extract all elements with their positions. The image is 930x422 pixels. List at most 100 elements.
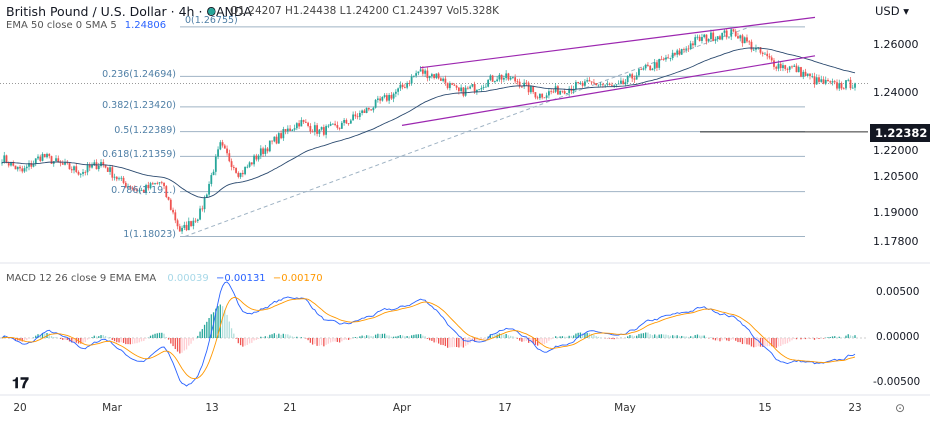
x-tick-label: 23 [848,402,862,414]
candle-body [548,91,550,96]
candle-body [257,155,260,160]
candle-body [568,88,571,94]
candle-body [34,158,37,164]
candle-body [354,114,357,117]
candle-body [408,83,411,84]
candle-body [376,98,379,100]
candle-body [363,110,366,113]
candle-body [282,129,285,139]
candle-body [775,66,778,69]
candle-body [599,84,602,86]
candle-body [154,183,156,185]
candle-body [770,57,773,61]
candle-body [460,87,463,92]
candle-body [361,110,364,113]
candle-body [575,82,577,90]
candle-body [768,56,771,58]
candle-body [88,165,91,168]
macd-legend[interactable]: MACD 12 26 close 9 EMA EMA 0.00039 −0.00… [6,273,323,284]
macd-y-tick-label: -0.00500 [873,376,921,388]
candle-body [430,74,433,77]
candle-body [320,127,323,130]
candle-body [410,76,413,84]
candle-body [683,49,685,50]
candle-body [595,83,598,85]
y-tick-label: 1.26000 [873,38,919,51]
candle-body [791,66,793,68]
x-tick-label: May [614,402,636,414]
candle-body [145,184,147,193]
candle-body [433,74,436,79]
settings-icon[interactable]: ⊙ [895,401,906,415]
macd-hist-value: 0.00039 [167,273,209,284]
candle-body [525,82,528,84]
candle-body [572,89,575,92]
candle-body [113,176,116,178]
candle-body [165,186,168,198]
candle-body [523,82,526,87]
candle-body [622,80,625,85]
candle-body [822,79,825,84]
candle-body [172,209,174,213]
candle-body [100,162,102,166]
candle-body [385,95,388,101]
candle-body [291,129,294,131]
candle-body [406,83,409,88]
candle-body [304,121,307,123]
tradingview-logo[interactable]: 𝟏𝟕 [12,374,29,392]
candle-body [687,48,690,50]
candle-body [84,172,87,173]
candle-body [779,63,782,69]
candle-body [739,35,742,39]
candle-body [403,87,406,88]
candle-body [203,197,206,210]
candle-body [577,82,580,84]
candle-body [340,122,343,129]
candle-body [797,67,800,73]
candle-body [118,178,120,180]
candle-body [516,81,519,83]
candle-body [800,67,802,77]
candle-body [129,186,132,189]
candle-body [316,125,318,134]
candle-body [593,82,595,84]
candle-body [244,166,246,175]
candle-body [160,182,163,184]
candle-body [631,74,634,79]
fib-trend-line [184,26,751,237]
y-tick-label: 1.22000 [873,144,919,157]
candle-body [370,109,373,111]
candle-body [79,173,82,175]
candle-body [158,182,161,184]
candle-body [122,177,125,183]
candle-body [561,90,564,92]
candle-body [356,116,359,118]
candle-body [466,87,469,89]
candle-body [741,35,744,44]
candle-body [851,87,854,89]
currency-menu[interactable]: USD ▾ [875,4,910,18]
macd-y-tick-label: 0.00000 [876,331,920,343]
candle-body [365,107,368,113]
candle-body [813,76,816,85]
candle-body [755,47,757,50]
candle-body [802,71,805,77]
candle-body [111,167,114,178]
candle-body [606,83,609,85]
candle-body [728,36,730,38]
candle-body [136,189,138,192]
candle-body [439,78,442,81]
candle-body [842,88,845,90]
candle-body [397,88,400,92]
candle-body [633,78,636,80]
channel-upper-line [419,16,816,69]
symbol-title[interactable]: British Pound / U.S. Dollar · 4h · OANDA [6,4,252,19]
candle-body [705,34,708,42]
candle-body [271,140,273,142]
candle-body [127,186,129,188]
ema-legend[interactable]: EMA 50 close 0 SMA 5 1.24806 [6,20,166,31]
candle-body [649,65,652,71]
candle-body [286,128,289,132]
candle-body [25,166,28,169]
